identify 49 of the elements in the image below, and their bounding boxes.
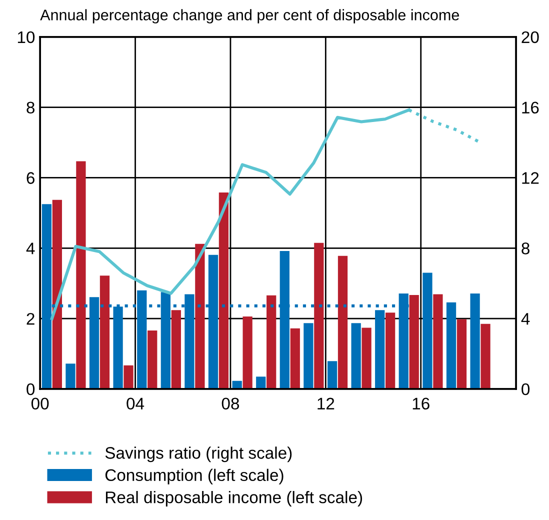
bar [351, 323, 361, 389]
y2-tick-label: 20 [522, 31, 539, 44]
y2-tick-label: 0 [522, 383, 530, 396]
bar [314, 242, 324, 389]
bar [171, 310, 181, 389]
x-tick-label: 08 [222, 398, 240, 410]
bar [100, 276, 110, 389]
bar [52, 200, 62, 389]
bar [386, 312, 396, 389]
bar [124, 365, 134, 389]
chart-title: Annual percentage change and per cent of disposable income [40, 9, 459, 24]
bar [218, 192, 229, 389]
bar [266, 295, 276, 389]
bar [66, 364, 76, 389]
bar [76, 161, 86, 389]
y-tick-label: 8 [26, 102, 34, 114]
bar [148, 330, 158, 389]
bar [422, 272, 432, 389]
bar [470, 294, 480, 389]
bar [456, 319, 467, 389]
y2-tick-label: 16 [522, 102, 539, 114]
bar [375, 310, 385, 389]
bar [195, 244, 205, 389]
bar [362, 328, 372, 389]
bar [256, 376, 266, 389]
y-tick-label: 0 [26, 383, 35, 396]
y-tick-label: 2 [26, 312, 34, 325]
legend-label: Savings ratio (right scale) [105, 446, 292, 462]
legend-label: Real disposable income (left scale) [106, 491, 362, 507]
bar [327, 361, 338, 389]
y2-tick-label: 12 [522, 172, 539, 184]
y-tick-label: 4 [26, 242, 35, 254]
bar [480, 324, 490, 389]
bar [242, 316, 252, 389]
x-tick-label: 04 [126, 398, 144, 410]
y2-tick-label: 8 [522, 242, 530, 254]
y-tick-label: 6 [26, 172, 34, 184]
bar [433, 294, 443, 389]
bar [409, 294, 419, 389]
bar [338, 256, 348, 389]
legend-label: Consumption (left scale) [105, 468, 284, 484]
bar [290, 328, 300, 389]
x-tick-label: 12 [318, 398, 334, 410]
x-tick-label: 00 [31, 398, 49, 410]
x-tick-label: 16 [412, 398, 430, 410]
y-tick-label: 10 [18, 31, 35, 44]
bar [304, 323, 314, 389]
bar [446, 302, 456, 389]
y2-tick-label: 4 [521, 313, 530, 325]
